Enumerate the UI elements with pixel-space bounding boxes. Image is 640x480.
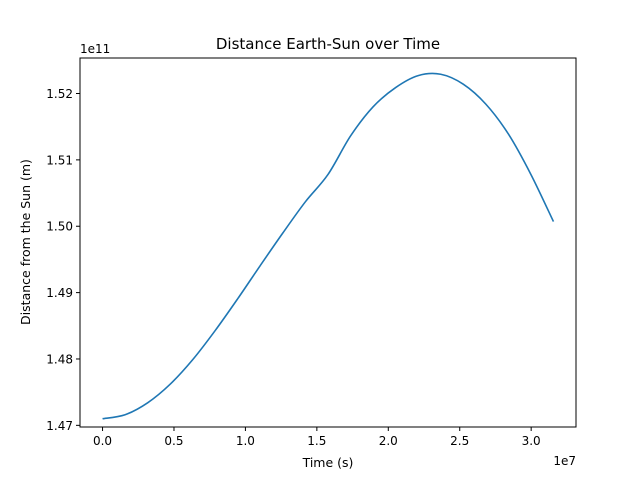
x-tick-label: 0.5 (164, 434, 183, 448)
x-tick-label: 1.0 (236, 434, 255, 448)
x-tick-label: 1.5 (307, 434, 326, 448)
plot-frame (79, 57, 577, 428)
x-axis-label: Time (s) (302, 455, 354, 470)
plot-area (102, 72, 555, 420)
y-offset-label: 1e11 (80, 42, 110, 56)
x-tick-label: 2.0 (379, 434, 398, 448)
x-tick-label: 2.5 (450, 434, 469, 448)
x-tick-label: 3.0 (522, 434, 541, 448)
y-tick-label: 1.49 (46, 286, 73, 300)
series-line (102, 72, 555, 420)
y-tick-label: 1.51 (46, 153, 73, 167)
y-axis: 1.47 1.48 1.49 1.50 1.51 1.52 (46, 87, 80, 433)
y-tick-label: 1.52 (46, 87, 73, 101)
chart-title: Distance Earth-Sun over Time (216, 35, 440, 53)
x-offset-label: 1e7 (553, 454, 576, 468)
y-tick-label: 1.50 (46, 220, 73, 234)
y-axis-label: Distance from the Sun (m) (18, 159, 33, 325)
x-axis: 0.0 0.5 1.0 1.5 2.0 2.5 3.0 (93, 427, 541, 448)
y-tick-label: 1.48 (46, 352, 73, 366)
y-tick-label: 1.47 (46, 419, 73, 433)
x-tick-label: 0.0 (93, 434, 112, 448)
